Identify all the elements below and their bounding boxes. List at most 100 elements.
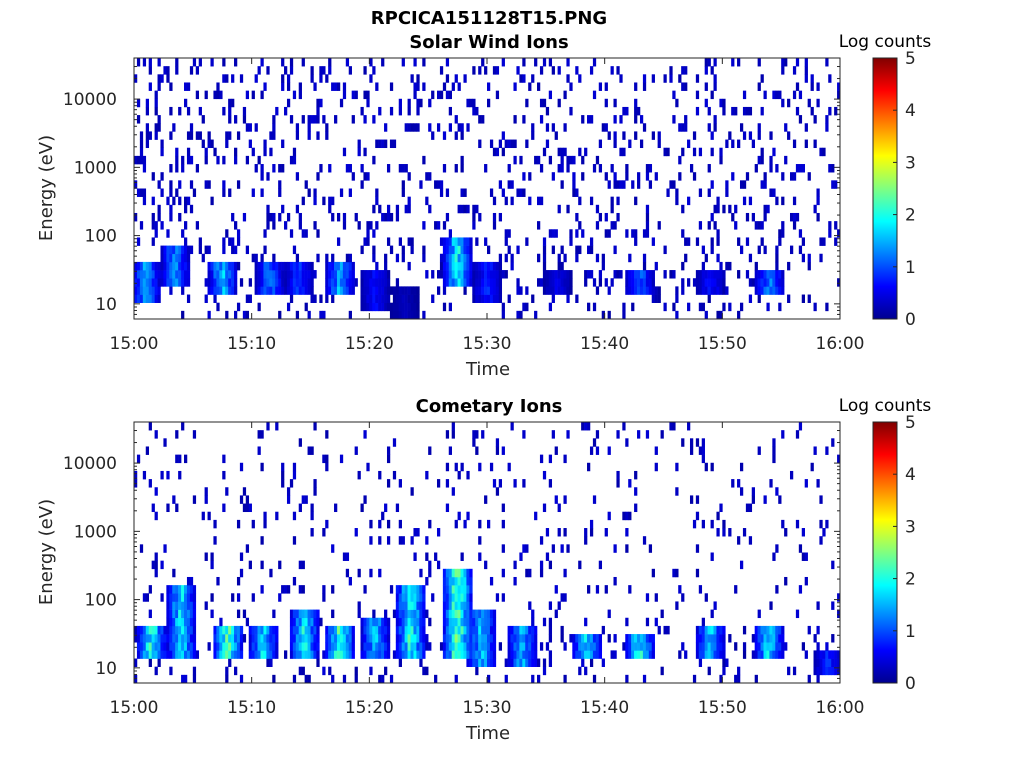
heat-cell bbox=[698, 286, 703, 295]
heat-cell bbox=[386, 642, 391, 651]
heat-cell bbox=[457, 617, 461, 627]
heat-cell bbox=[328, 642, 332, 651]
heat-cell bbox=[454, 576, 458, 586]
heat-cell bbox=[731, 139, 735, 149]
heat-cell bbox=[542, 470, 547, 480]
heat-cell bbox=[578, 147, 582, 157]
heat-cell bbox=[572, 642, 576, 651]
heat-cell bbox=[166, 642, 170, 651]
heat-cell bbox=[804, 74, 808, 83]
heat-cell bbox=[516, 658, 520, 667]
heat-cell bbox=[513, 155, 517, 165]
heat-cell bbox=[545, 139, 550, 149]
heat-cell bbox=[595, 650, 600, 659]
heat-cell bbox=[484, 658, 488, 667]
heat-cell bbox=[316, 115, 320, 124]
heat-cell bbox=[625, 511, 629, 521]
heat-cell bbox=[272, 261, 276, 271]
heat-cell bbox=[560, 593, 564, 602]
heat-cell bbox=[328, 66, 332, 75]
heat-cell bbox=[301, 609, 305, 619]
heat-cell bbox=[695, 237, 700, 246]
heat-cell bbox=[492, 617, 497, 627]
heat-cell bbox=[725, 139, 729, 149]
heat-cell bbox=[386, 479, 391, 488]
heat-cell bbox=[669, 66, 673, 75]
heat-cell bbox=[236, 650, 241, 659]
heat-cell bbox=[595, 286, 600, 295]
heat-cell bbox=[369, 294, 373, 303]
heat-cell bbox=[145, 294, 150, 303]
heat-cell bbox=[481, 642, 485, 651]
heat-cell bbox=[707, 58, 711, 67]
heat-cell bbox=[251, 642, 255, 651]
heat-cell bbox=[663, 625, 667, 635]
heat-cell bbox=[410, 487, 414, 496]
heat-cell bbox=[375, 82, 379, 91]
heat-cell bbox=[528, 601, 532, 610]
heat-cell bbox=[548, 270, 553, 279]
heat-cell bbox=[569, 634, 573, 643]
heat-cell bbox=[169, 188, 173, 197]
heat-cell bbox=[751, 650, 755, 659]
heat-cell bbox=[295, 609, 300, 619]
heat-cell bbox=[334, 286, 338, 295]
heat-cell bbox=[460, 270, 464, 279]
heat-cell bbox=[519, 658, 523, 667]
heat-cell bbox=[725, 286, 729, 295]
heat-cell bbox=[466, 585, 470, 594]
heat-cell bbox=[413, 634, 417, 643]
heat-cell bbox=[207, 310, 211, 320]
heat-cell bbox=[739, 487, 744, 496]
heat-cell bbox=[363, 585, 367, 594]
heat-cell bbox=[384, 294, 388, 303]
heat-cell bbox=[548, 634, 553, 643]
heat-cell bbox=[298, 212, 302, 222]
heat-cell bbox=[557, 278, 561, 287]
heat-cell bbox=[263, 147, 267, 157]
heat-cell bbox=[472, 634, 476, 643]
heat-cell bbox=[445, 479, 450, 488]
heat-cell bbox=[716, 634, 720, 643]
heat-cell bbox=[322, 528, 326, 537]
heat-cell bbox=[434, 180, 438, 189]
heat-cell bbox=[231, 237, 235, 246]
heat-cell bbox=[789, 212, 794, 222]
heat-cell bbox=[487, 82, 491, 91]
heat-cell bbox=[184, 278, 188, 287]
heat-cell bbox=[757, 609, 761, 619]
heat-cell bbox=[260, 188, 264, 197]
heat-cell bbox=[704, 286, 708, 295]
heat-cell bbox=[348, 576, 352, 586]
heat-cell bbox=[607, 131, 611, 140]
heat-cell bbox=[722, 270, 726, 279]
heat-cell bbox=[284, 270, 288, 279]
heat-cell bbox=[381, 625, 385, 635]
heat-cell bbox=[439, 270, 444, 279]
heat-cell bbox=[566, 544, 570, 553]
heat-cell bbox=[366, 237, 370, 246]
heat-cell bbox=[175, 601, 179, 610]
heat-cell bbox=[716, 625, 720, 635]
heat-cell bbox=[460, 237, 464, 246]
heat-cell bbox=[398, 519, 402, 529]
heat-cell bbox=[681, 123, 685, 132]
heat-cell bbox=[766, 286, 770, 295]
heat-cell bbox=[501, 519, 505, 529]
heat-cell bbox=[778, 270, 782, 279]
heat-cell bbox=[172, 601, 176, 610]
heat-cell bbox=[542, 286, 547, 295]
heat-cell bbox=[469, 278, 473, 287]
heat-cell bbox=[442, 221, 447, 230]
heat-cell bbox=[772, 286, 776, 295]
heat-cell bbox=[216, 625, 220, 635]
heat-cell bbox=[166, 245, 170, 255]
heat-cell bbox=[384, 123, 388, 132]
heat-cell bbox=[822, 666, 826, 676]
heat-cell bbox=[475, 237, 479, 246]
heat-cell bbox=[554, 609, 558, 619]
heat-cell bbox=[831, 601, 835, 610]
heat-cell bbox=[354, 666, 358, 676]
heat-cell bbox=[404, 310, 408, 320]
heat-cell bbox=[407, 310, 411, 320]
